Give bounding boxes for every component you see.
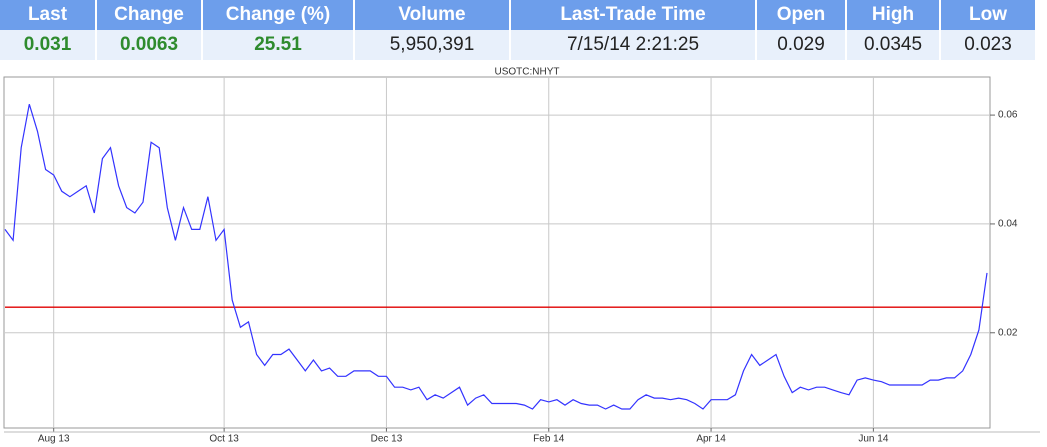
x-tick-label: Dec 13	[371, 434, 403, 445]
value-cell: 25.51	[203, 30, 353, 60]
quote-table: Last Change Change (%) Volume Last-Trade Tim…	[0, 0, 1047, 60]
x-tick-label: Apr 14	[696, 434, 726, 445]
y-tick-label: 0.02	[998, 327, 1018, 338]
header-cell: Open	[757, 0, 845, 30]
chart-title: USOTC:NHYT	[495, 67, 560, 78]
value-cell: 0.0063	[97, 30, 201, 60]
x-tick-label: Jun 14	[858, 434, 888, 445]
header-cell: Change (%)	[203, 0, 353, 30]
header-cell: Change	[97, 0, 201, 30]
header-cell: High	[847, 0, 939, 30]
x-tick-label: Aug 13	[38, 434, 70, 445]
plot-area	[3, 76, 991, 429]
y-tick-label: 0.06	[998, 110, 1018, 121]
y-tick-label: 0.04	[998, 219, 1018, 230]
header-cell: Last-Trade Time	[511, 0, 755, 30]
header-row: Last Change Change (%) Volume Last-Trade Tim…	[0, 0, 1047, 30]
price-line	[4, 104, 988, 410]
x-tick-label: Feb 14	[533, 434, 565, 445]
header-cell: Volume	[355, 0, 509, 30]
value-cell: 0.023	[941, 30, 1035, 60]
header-cell: Last	[0, 0, 95, 30]
value-row: 0.031 0.0063 25.51 5,950,391 7/15/14 2:21:25…	[0, 30, 1047, 60]
chart: USOTC:NHYT 0.02 0.04 0.06 Aug 13 Oct 13 Dec 1…	[3, 67, 1040, 445]
value-cell: 0.029	[757, 30, 845, 60]
value-cell: 7/15/14 2:21:25	[511, 30, 755, 60]
header-cell: Low	[941, 0, 1035, 30]
value-cell: 0.0345	[847, 30, 939, 60]
value-cell: 0.031	[0, 30, 95, 60]
value-cell: 5,950,391	[355, 30, 509, 60]
x-tick-label: Oct 13	[209, 434, 239, 445]
